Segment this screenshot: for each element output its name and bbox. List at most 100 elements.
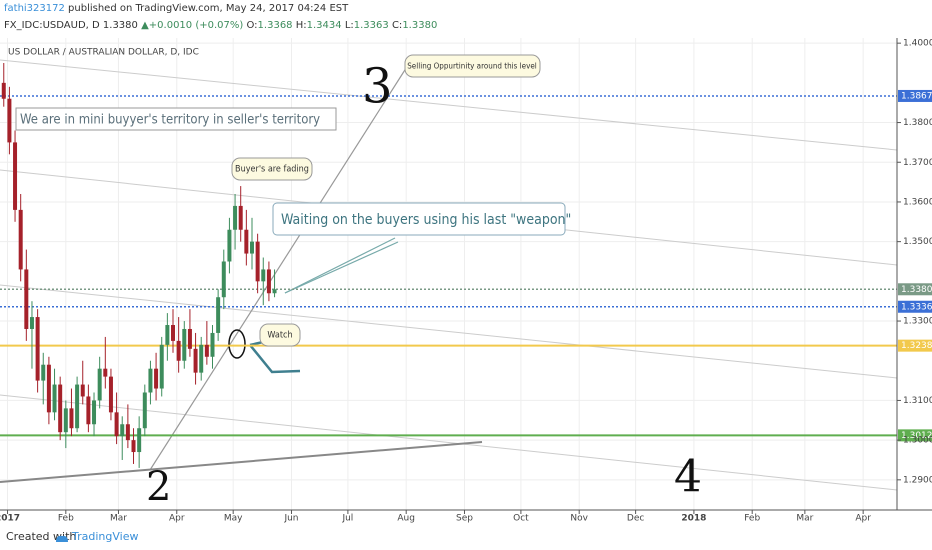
price: 1.3380 (102, 20, 138, 31)
candle-body (187, 328, 192, 349)
candle-body (18, 209, 23, 270)
pointer (284, 241, 399, 294)
y-tick-label: 1.3300 (903, 317, 932, 327)
chart-title: US DOLLAR / AUSTRALIAN DOLLAR, D, IDC (8, 48, 199, 58)
candle-body (182, 328, 187, 361)
y-tick-label: 1.3600 (903, 197, 932, 207)
candle-body (221, 261, 226, 298)
level-tag (898, 283, 932, 296)
candle-body (1, 82, 6, 99)
callout (259, 323, 301, 347)
l: 1.3363 (353, 20, 389, 31)
candle-body (41, 364, 46, 381)
note-box (272, 202, 566, 236)
logo (56, 535, 68, 542)
y-tick-label: 1.2900 (903, 475, 932, 485)
candle-body (13, 142, 18, 210)
wave-label: 2 (146, 464, 171, 510)
chart: 1.3867 1.3380 1.3336 1.3238 1.3012 1.4000 1.3… (0, 38, 932, 524)
channel-line (0, 59, 898, 151)
header: fathi323172 published on TradingView.com… (0, 0, 932, 38)
brand: TradingView (72, 530, 139, 543)
candle-body (137, 428, 142, 453)
candle-body (120, 424, 125, 437)
candle-body (29, 317, 34, 329)
candle-body (249, 241, 254, 254)
circle-mark (228, 329, 246, 359)
candle-body (69, 408, 74, 429)
callout (231, 157, 313, 181)
candle-body (108, 376, 113, 413)
x-tick-label: May (224, 514, 243, 524)
level-label: 1.3012 (901, 431, 932, 441)
candle-body (261, 269, 266, 282)
c-label: C: (391, 20, 403, 31)
y-tick-label: 1.3100 (903, 396, 932, 406)
published: published on TradingView.com, May 24, 20… (68, 3, 349, 14)
h: 1.3434 (306, 20, 342, 31)
x-tick-label: 2017 (0, 514, 20, 524)
symbol: FX_IDC:USDAUD, D (4, 20, 100, 31)
trend-line (149, 61, 411, 471)
candle-body (75, 384, 80, 429)
candle-body (255, 241, 260, 282)
candles (1, 63, 277, 468)
candle-body (266, 269, 271, 294)
level-tag (898, 89, 932, 102)
x-tick-label: Jul (341, 514, 353, 524)
candle-body (7, 98, 12, 143)
y-tick-label: 1.3000 (903, 436, 932, 446)
note: We are in mini buyyer's territory in sel… (20, 113, 320, 128)
candle-body (204, 344, 209, 357)
note: Waiting on the buyers using his last "we… (281, 212, 571, 228)
x-tick-label: Apr (169, 514, 185, 524)
x-tick-label: Dec (627, 514, 644, 524)
x-tick-label: 2018 (681, 514, 706, 524)
candle-body (165, 325, 170, 345)
candle-body (148, 368, 153, 393)
l-label: L: (344, 20, 354, 31)
level-tag (898, 339, 932, 352)
user: fathi323172 (4, 3, 65, 14)
candle-body (125, 424, 130, 441)
c: 1.3380 (402, 20, 438, 31)
candle-body (97, 368, 102, 401)
footer: Created with TradingView (0, 524, 932, 550)
candle-body (86, 396, 91, 425)
candle-body (154, 368, 159, 389)
x-tick-label: Apr (855, 514, 871, 524)
candle-body (238, 205, 243, 230)
candle-body (114, 412, 119, 437)
candle-body (131, 440, 136, 453)
candle-body (80, 384, 85, 397)
x-tick-label: Sep (456, 514, 473, 524)
y-tick-label: 1.3800 (903, 118, 932, 128)
candle-body (210, 332, 215, 357)
callout (404, 54, 541, 78)
x-tick-label: Aug (397, 514, 415, 524)
candle-body (58, 384, 63, 433)
x-tick-label: Feb (58, 514, 74, 524)
y-tick-label: 1.3500 (903, 237, 932, 247)
callout-text: Buyer's are fading (235, 165, 309, 175)
candle-body (199, 344, 204, 373)
wave-label: 4 (674, 452, 702, 503)
candle-body (227, 229, 232, 262)
note-box (15, 107, 337, 131)
o-label: O: (246, 20, 258, 31)
wave-label: 3 (362, 59, 393, 115)
candle-body (24, 269, 29, 329)
candle-body (35, 317, 40, 381)
x-tick-label: Nov (570, 514, 588, 524)
level-label: 1.3238 (901, 341, 932, 351)
change: ▲+0.0010 (+0.07%) (141, 20, 244, 31)
publish-line: fathi323172 published on TradingView.com… (4, 3, 348, 14)
channel-line (0, 284, 898, 379)
support-line (0, 441, 483, 483)
level-tag (898, 300, 932, 313)
h-label: H: (295, 20, 307, 31)
y-tick-label: 1.3700 (903, 158, 932, 168)
candle-body (103, 368, 108, 377)
pointer (284, 237, 396, 294)
